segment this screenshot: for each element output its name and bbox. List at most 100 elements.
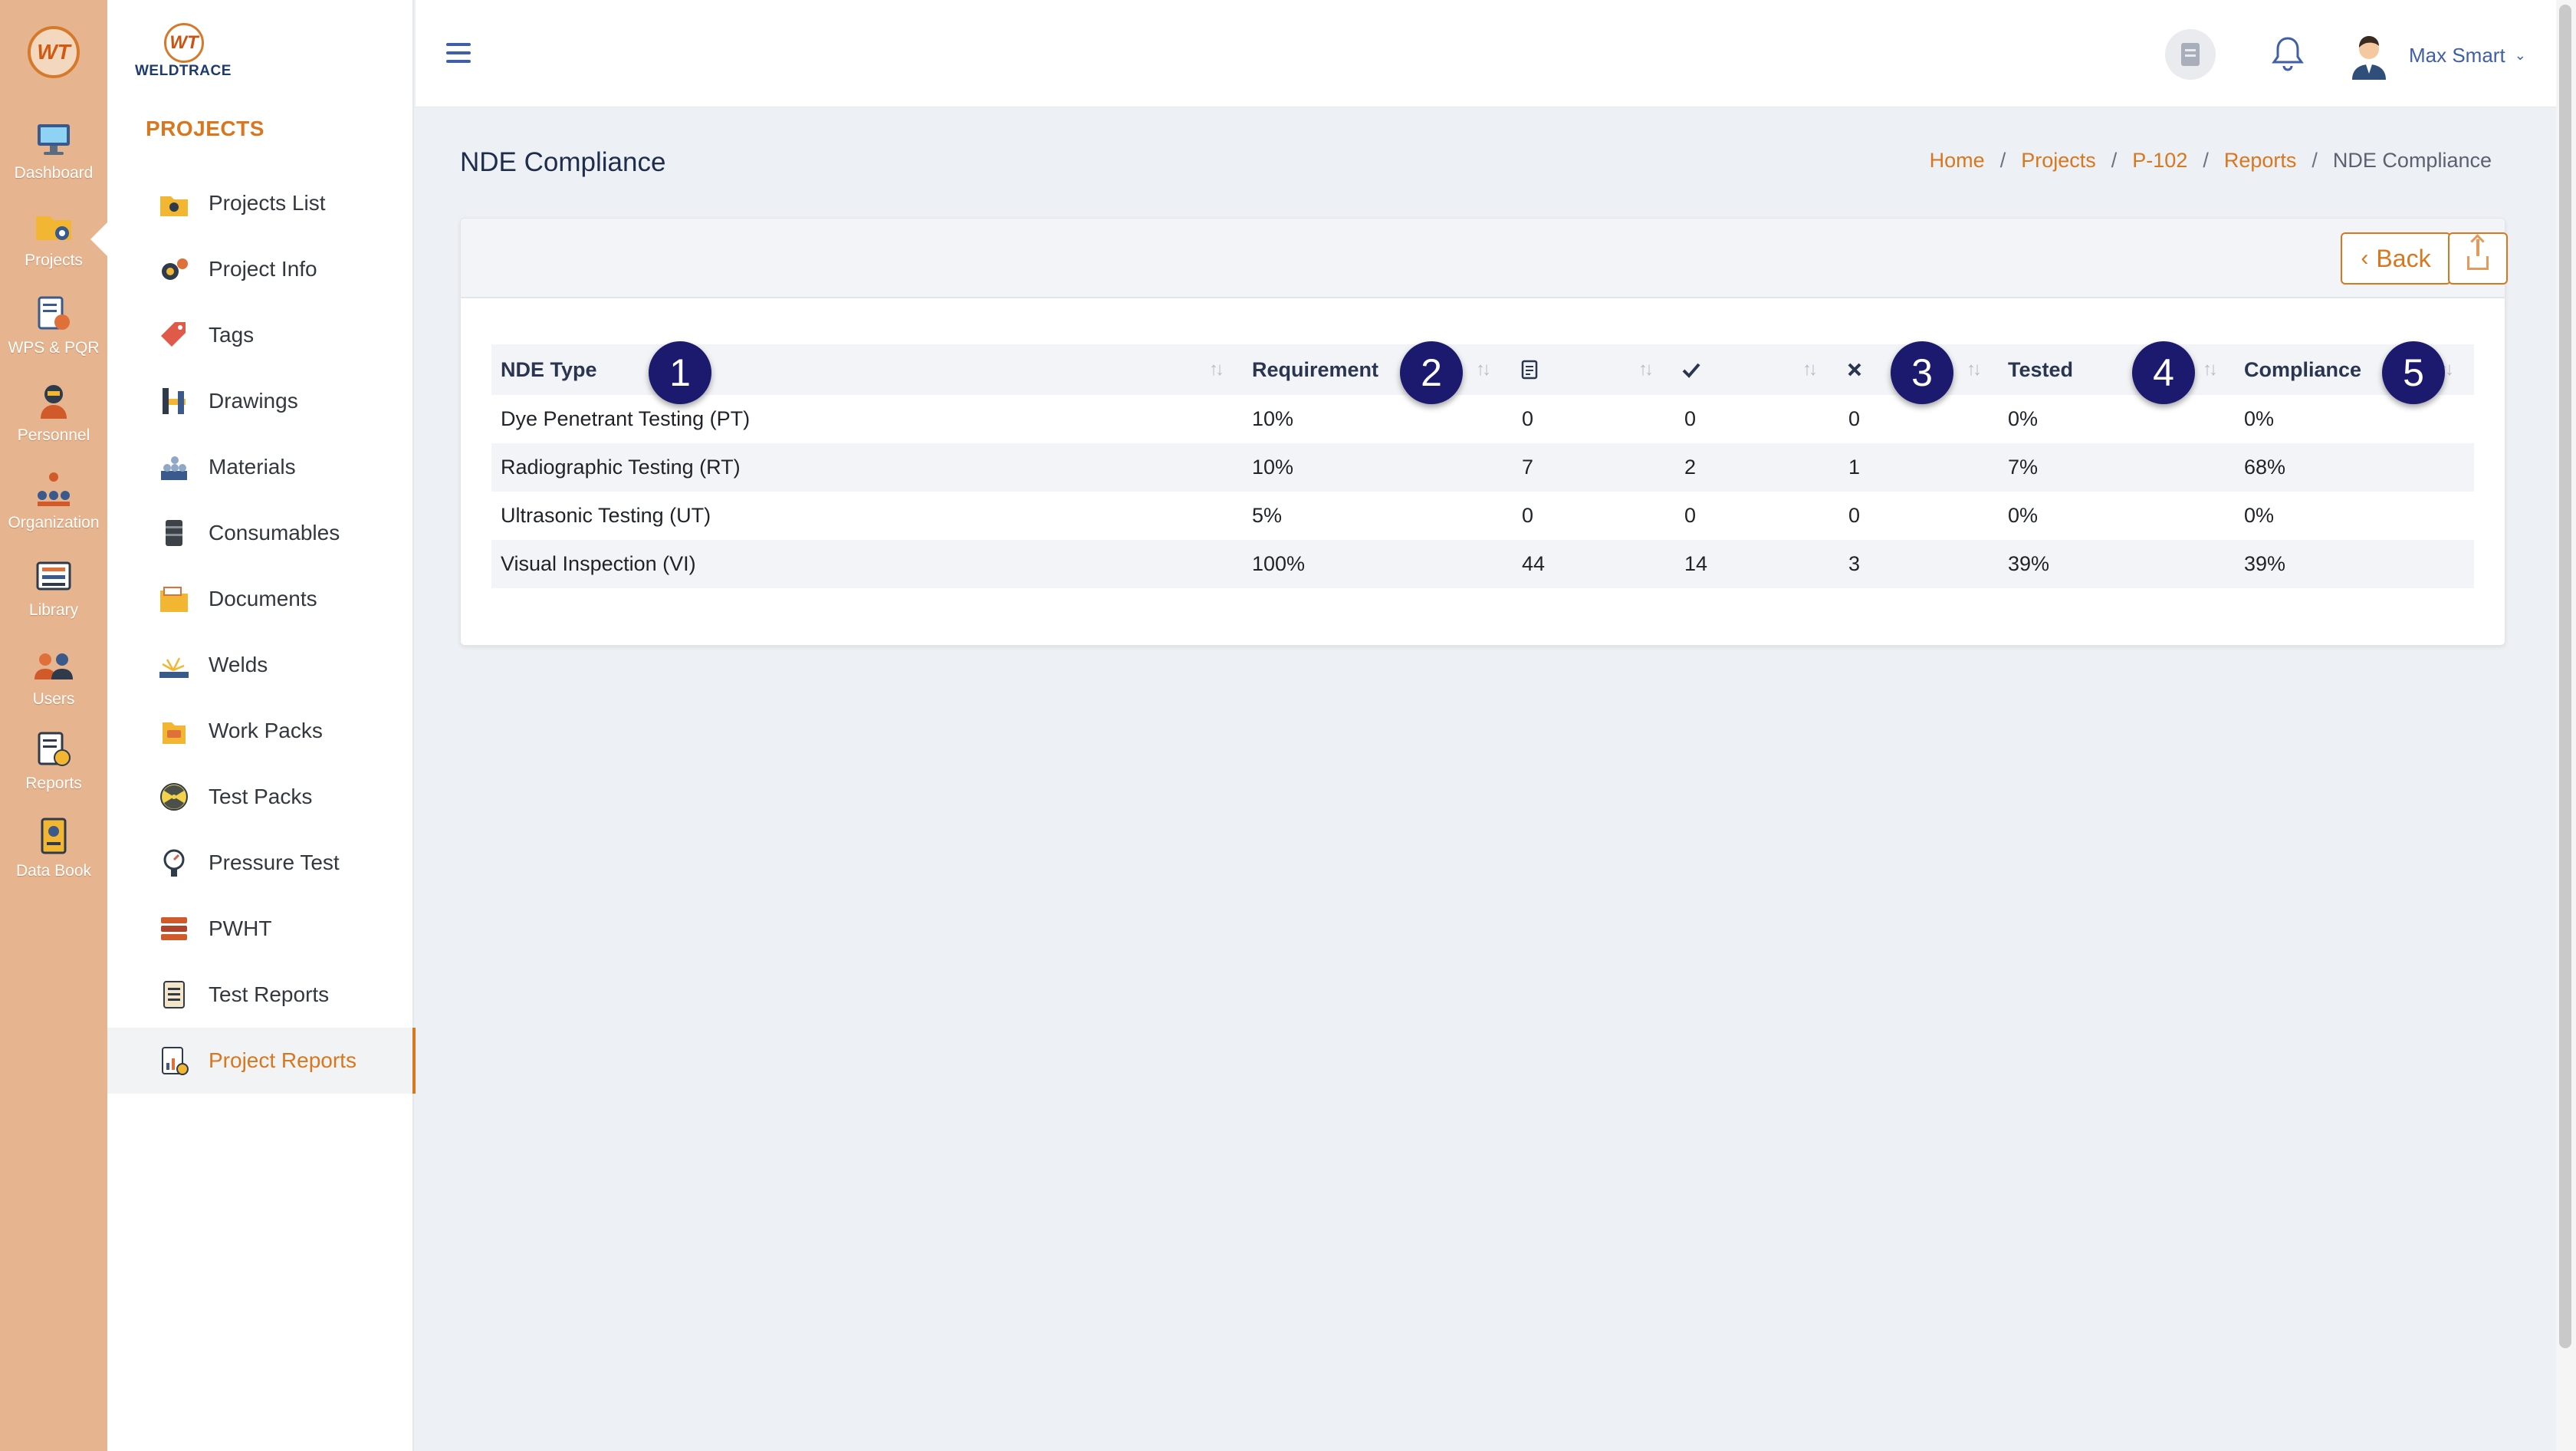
cell-rejected: 0 — [1848, 407, 1861, 430]
sort-icon[interactable]: ↑↓ — [1967, 359, 1982, 380]
weldtrace-wordmark: WELDTRACE — [135, 63, 232, 79]
rail-label: Projects — [25, 252, 83, 269]
projects-sidebar: WT WELDTRACE PROJECTS Projects List Proj… — [107, 0, 416, 1451]
app-rail: WT Dashboard Projects WPS & PQR Personne… — [0, 0, 107, 1451]
sort-icon[interactable]: ↑↓ — [1638, 359, 1654, 380]
dashboard-icon — [33, 118, 74, 160]
vertical-scrollbar-thumb[interactable] — [2559, 5, 2571, 1348]
column-header-tested[interactable]: Tested — [2008, 357, 2074, 381]
rail-label: Reports — [25, 775, 82, 792]
cell-accepted: 14 — [1684, 552, 1708, 575]
sidebar-item-label: Pressure Test — [209, 851, 340, 874]
projects-list-icon — [158, 187, 190, 219]
document-icon — [1520, 360, 1539, 380]
top-header: Max Smart ⌄ — [416, 0, 2556, 107]
cell-requirement: 10% — [1252, 456, 1294, 479]
table-row[interactable]: Visual Inspection (VI) 100% 44 14 3 39% … — [491, 540, 2474, 588]
rail-item-data-book[interactable]: Data Book — [0, 811, 107, 899]
table-row[interactable]: Radiographic Testing (RT) 10% 7 2 1 7% 6… — [491, 443, 2474, 492]
breadcrumb-reports[interactable]: Reports — [2223, 149, 2297, 172]
column-header-rejected[interactable] — [1845, 344, 1864, 395]
weldtrace-wordmark-logo[interactable]: WT WELDTRACE — [135, 23, 235, 80]
weldtrace-logo-icon[interactable]: WT — [28, 26, 80, 78]
rail-item-library[interactable]: Library — [0, 551, 107, 638]
sidebar-item-label: Project Reports — [209, 1048, 356, 1072]
column-header-documents[interactable] — [1520, 344, 1539, 395]
sidebar-nav: Projects List Project Info Tags Drawings… — [107, 170, 416, 1094]
rail-item-wps-pqr[interactable]: WPS & PQR — [0, 288, 107, 376]
sidebar-item-test-packs[interactable]: Test Packs — [107, 764, 414, 830]
cell-accepted: 0 — [1684, 407, 1697, 430]
sort-icon[interactable]: ↑↓ — [1802, 359, 1818, 380]
table-row[interactable]: Dye Penetrant Testing (PT) 10% 0 0 0 0% … — [491, 395, 2474, 443]
rail-item-organization[interactable]: Organization — [0, 463, 107, 551]
rail-label: WPS & PQR — [8, 339, 100, 357]
back-button-label: Back — [2376, 244, 2431, 272]
sidebar-item-test-reports[interactable]: Test Reports — [107, 962, 414, 1028]
breadcrumb-home[interactable]: Home — [1929, 149, 1985, 172]
rail-item-dashboard[interactable]: Dashboard — [0, 114, 107, 201]
test-packs-icon — [158, 781, 190, 813]
sidebar-item-work-packs[interactable]: Work Packs — [107, 698, 414, 764]
sort-icon[interactable]: ↑↓ — [1209, 359, 1224, 380]
rail-item-users[interactable]: Users — [0, 640, 107, 727]
back-button[interactable]: ‹ Back — [2341, 232, 2451, 285]
sidebar-item-label: Tags — [209, 323, 255, 347]
sidebar-item-label: Welds — [209, 653, 268, 676]
rail-label: Users — [32, 690, 75, 708]
sidebar-item-pwht[interactable]: PWHT — [107, 896, 414, 962]
sidebar-item-projects-list[interactable]: Projects List — [107, 170, 414, 236]
page-title: NDE Compliance — [460, 147, 666, 177]
sidebar-item-project-info[interactable]: Project Info — [107, 236, 414, 302]
sidebar-item-pressure-test[interactable]: Pressure Test — [107, 830, 414, 896]
cross-icon — [1845, 360, 1864, 380]
notifications-bell-icon[interactable] — [2271, 35, 2305, 72]
card-toolbar: ‹ Back — [461, 219, 2508, 298]
documentation-button[interactable] — [2165, 29, 2216, 80]
sidebar-item-documents[interactable]: Documents — [107, 566, 414, 632]
sidebar-item-welds[interactable]: Welds — [107, 632, 414, 698]
sidebar-item-project-reports[interactable]: Project Reports — [107, 1028, 416, 1094]
breadcrumb-separator: / — [2312, 149, 2318, 172]
breadcrumb-project[interactable]: P-102 — [2132, 149, 2188, 172]
menu-toggle-icon[interactable] — [446, 43, 471, 64]
user-menu[interactable]: Max Smart ⌄ — [2348, 29, 2526, 81]
book-icon — [2181, 43, 2200, 66]
pwht-icon — [158, 913, 190, 945]
column-header-requirement[interactable]: Requirement — [1252, 357, 1379, 381]
column-header-nde-type[interactable]: NDE Type — [501, 357, 597, 381]
cell-rejected: 3 — [1848, 552, 1861, 575]
sidebar-item-label: Work Packs — [209, 719, 323, 742]
chevron-left-icon: ‹ — [2361, 245, 2369, 271]
sidebar-item-consumables[interactable]: Consumables — [107, 500, 414, 566]
breadcrumb-projects[interactable]: Projects — [2021, 149, 2096, 172]
cell-requirement: 10% — [1252, 407, 1294, 430]
breadcrumb: Home / Projects / P-102 / Reports / NDE … — [1930, 149, 2492, 173]
rail-item-personnel[interactable]: Personnel — [0, 376, 107, 463]
rail-item-reports[interactable]: Reports — [0, 724, 107, 811]
documents-icon — [158, 583, 190, 615]
cell-nde-type: Ultrasonic Testing (UT) — [501, 504, 711, 527]
data-book-icon — [33, 816, 74, 857]
rail-item-projects[interactable]: Projects — [0, 201, 107, 288]
cell-requirement: 100% — [1252, 552, 1306, 575]
column-header-accepted[interactable] — [1681, 344, 1700, 395]
column-header-compliance[interactable]: Compliance — [2244, 357, 2362, 381]
sidebar-item-tags[interactable]: Tags — [107, 302, 414, 368]
cell-documents: 44 — [1522, 552, 1546, 575]
weldtrace-mark-icon: WT — [164, 23, 204, 63]
rail-label: Organization — [8, 514, 100, 531]
export-button[interactable] — [2448, 232, 2508, 285]
welds-icon — [158, 649, 190, 681]
sort-icon[interactable]: ↑↓ — [2203, 359, 2218, 380]
cell-documents: 0 — [1522, 407, 1534, 430]
table-row[interactable]: Ultrasonic Testing (UT) 5% 0 0 0 0% 0% — [491, 492, 2474, 540]
avatar — [2348, 31, 2390, 80]
sidebar-item-label: Projects List — [209, 191, 326, 215]
sidebar-item-materials[interactable]: Materials — [107, 434, 414, 500]
cell-nde-type: Radiographic Testing (RT) — [501, 456, 741, 479]
cell-nde-type: Dye Penetrant Testing (PT) — [501, 407, 751, 430]
library-icon — [33, 555, 74, 597]
sidebar-item-drawings[interactable]: Drawings — [107, 368, 414, 434]
sort-icon[interactable]: ↑↓ — [1476, 359, 1491, 380]
